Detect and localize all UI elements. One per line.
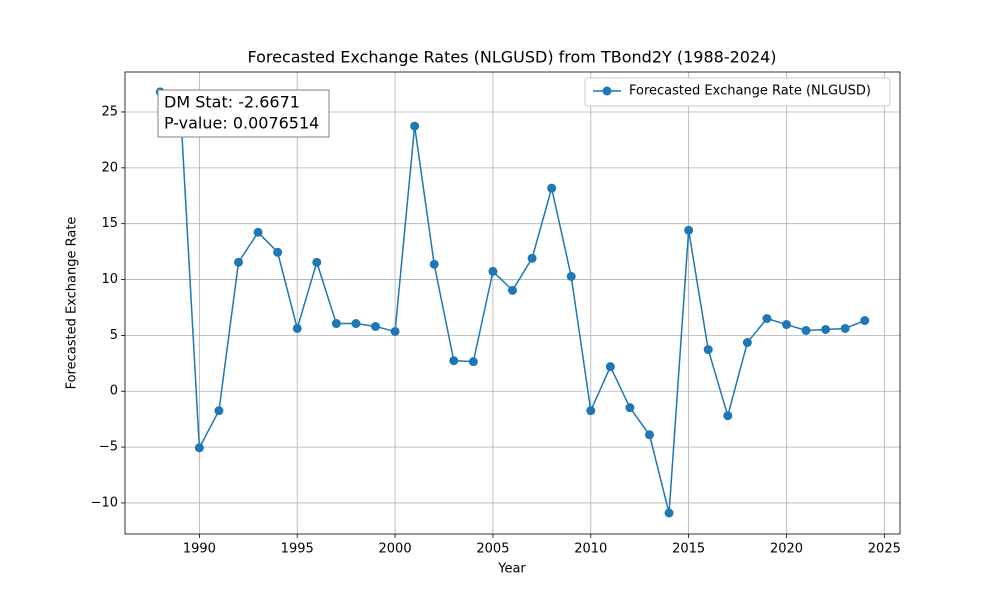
x-tick-label: 2005 bbox=[476, 542, 509, 557]
legend-label: Forecasted Exchange Rate (NLGUSD) bbox=[629, 84, 871, 99]
y-axis-label: Forecasted Exchange Rate bbox=[65, 217, 80, 390]
annotation-text: P-value: 0.0076514 bbox=[164, 114, 319, 133]
plot-frame bbox=[124, 71, 901, 535]
legend-box bbox=[584, 77, 891, 107]
data-point bbox=[762, 314, 772, 324]
y-tick-label: 5 bbox=[110, 328, 118, 343]
x-tick-label: 2010 bbox=[574, 542, 607, 557]
data-point bbox=[292, 323, 302, 333]
y-tick-label: −10 bbox=[91, 495, 118, 510]
data-point bbox=[410, 121, 420, 131]
data-point bbox=[586, 406, 596, 416]
x-tick-label: 2020 bbox=[770, 542, 803, 557]
data-point bbox=[801, 325, 811, 335]
data-point bbox=[664, 508, 674, 518]
x-tick-label: 2025 bbox=[868, 542, 901, 557]
data-point bbox=[273, 247, 283, 257]
data-point bbox=[194, 443, 204, 453]
annotation: DM Stat: -2.6671 P-value: 0.0076514 bbox=[157, 89, 330, 138]
y-tick-label: 15 bbox=[101, 216, 118, 231]
legend: Forecasted Exchange Rate (NLGUSD) bbox=[584, 77, 891, 107]
data-point bbox=[449, 356, 459, 366]
data-point bbox=[508, 285, 517, 295]
chart-title: Forecasted Exchange Rates (NLGUSD) from … bbox=[247, 48, 776, 67]
data-point bbox=[312, 257, 322, 267]
x-tick-label: 2015 bbox=[672, 542, 705, 557]
x-tick-label: 1990 bbox=[183, 542, 216, 557]
y-tick-label: 10 bbox=[101, 272, 118, 287]
data-point bbox=[742, 338, 752, 348]
annotation-box bbox=[157, 89, 330, 138]
y-tick-label: 25 bbox=[101, 104, 118, 119]
data-point bbox=[605, 362, 615, 372]
annotation-text: DM Stat: -2.6671 bbox=[164, 93, 300, 112]
data-point bbox=[723, 411, 733, 421]
data-point bbox=[781, 320, 791, 330]
data-point bbox=[371, 321, 381, 331]
data-point bbox=[860, 316, 870, 326]
data-point bbox=[840, 323, 850, 333]
x-tick-label: 1995 bbox=[281, 542, 314, 557]
data-point bbox=[566, 271, 576, 281]
data-point bbox=[488, 266, 498, 276]
data-point bbox=[214, 406, 224, 416]
data-point bbox=[234, 257, 244, 267]
y-tick-label: 0 bbox=[110, 384, 118, 399]
x-axis-label: Year bbox=[497, 562, 526, 577]
data-point bbox=[351, 319, 361, 329]
data-point bbox=[625, 403, 635, 413]
legend-marker bbox=[602, 86, 612, 96]
data-point bbox=[390, 326, 400, 336]
x-tick-label: 2000 bbox=[379, 542, 412, 557]
data-point bbox=[644, 430, 654, 440]
data-point bbox=[821, 324, 831, 334]
data-point bbox=[703, 345, 713, 355]
data-point bbox=[527, 253, 537, 263]
data-point bbox=[547, 183, 557, 193]
data-point bbox=[468, 357, 478, 367]
data-point bbox=[429, 259, 439, 269]
data-point bbox=[684, 225, 694, 235]
data-point bbox=[253, 227, 263, 237]
data-point bbox=[331, 319, 341, 329]
y-tick-label: 20 bbox=[101, 160, 118, 175]
y-tick-label: −5 bbox=[99, 440, 118, 455]
